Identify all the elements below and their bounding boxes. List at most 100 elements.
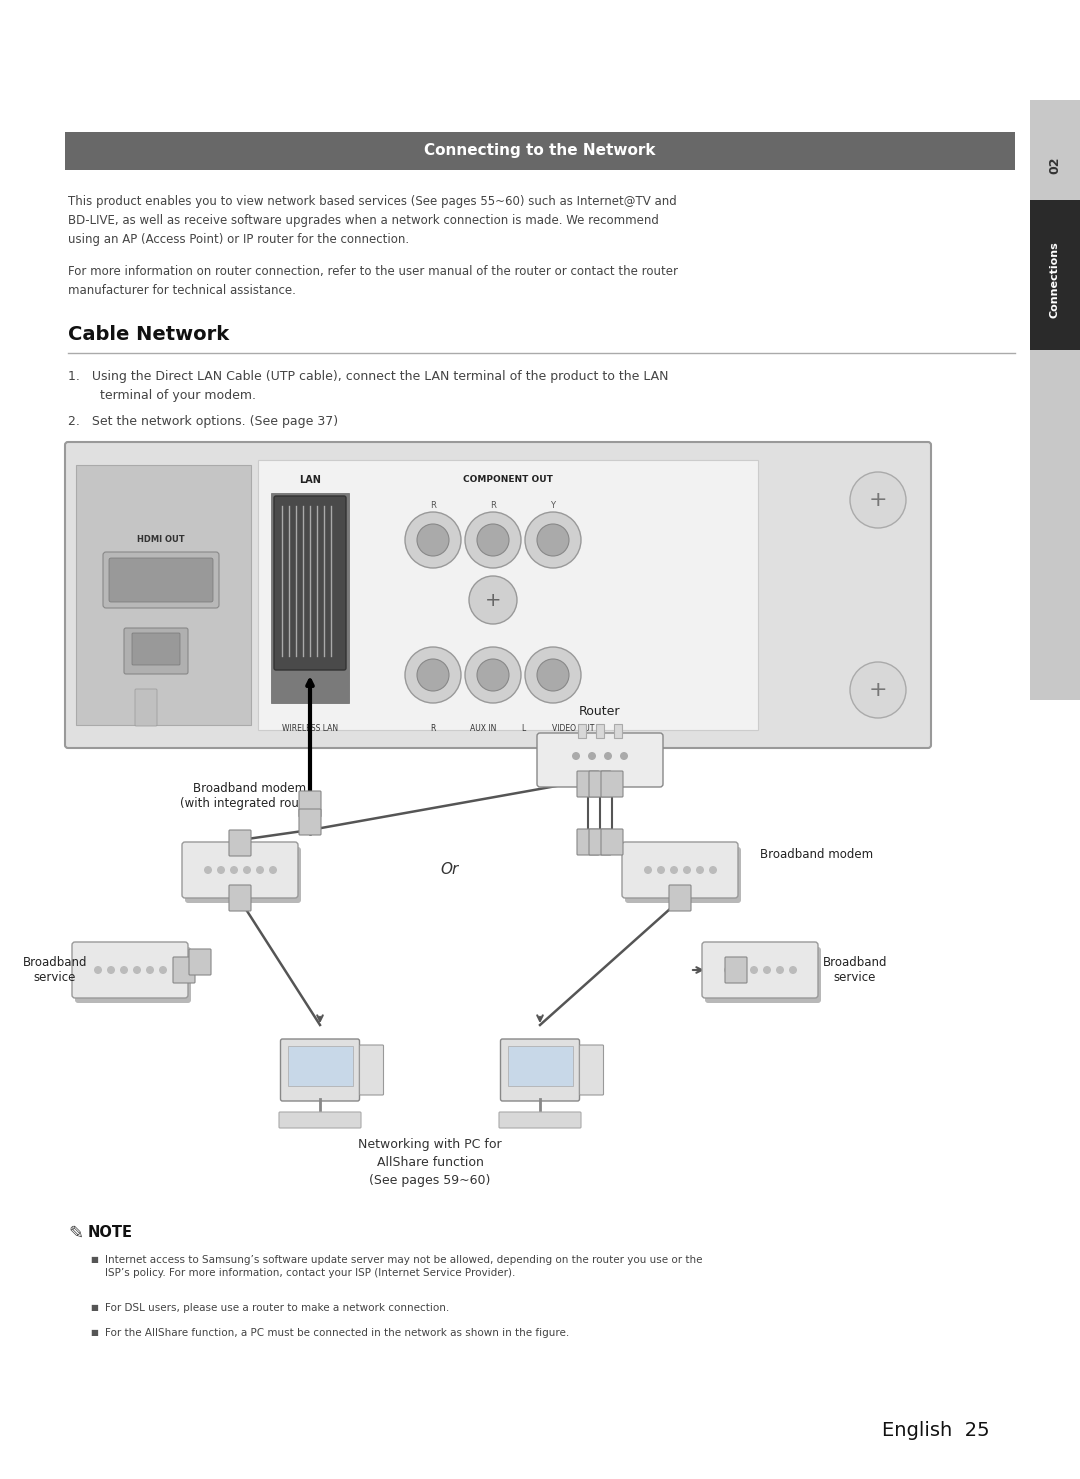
FancyBboxPatch shape: [360, 1046, 383, 1094]
Circle shape: [465, 646, 521, 703]
Text: VIDEO OUT: VIDEO OUT: [552, 725, 594, 734]
Bar: [65, 132, 1015, 170]
Text: ■: ■: [90, 1256, 98, 1265]
Text: HDMI OUT: HDMI OUT: [137, 535, 185, 544]
FancyBboxPatch shape: [577, 771, 599, 797]
Circle shape: [204, 867, 212, 874]
FancyBboxPatch shape: [189, 950, 211, 975]
Text: +: +: [868, 490, 888, 510]
Circle shape: [670, 867, 678, 874]
Text: Connections: Connections: [1050, 241, 1059, 318]
FancyBboxPatch shape: [725, 957, 747, 984]
FancyBboxPatch shape: [600, 771, 623, 797]
Circle shape: [243, 867, 251, 874]
FancyBboxPatch shape: [622, 842, 738, 898]
FancyBboxPatch shape: [669, 884, 691, 911]
FancyBboxPatch shape: [132, 633, 180, 666]
Text: For DSL users, please use a router to make a network connection.: For DSL users, please use a router to ma…: [105, 1303, 449, 1313]
FancyBboxPatch shape: [299, 809, 321, 836]
Text: English  25: English 25: [882, 1421, 990, 1441]
FancyBboxPatch shape: [705, 947, 821, 1003]
Text: AUX IN: AUX IN: [470, 725, 496, 734]
Text: ✎: ✎: [68, 1225, 83, 1242]
Circle shape: [708, 867, 717, 874]
Text: Y: Y: [551, 500, 555, 509]
Text: +: +: [868, 680, 888, 700]
Circle shape: [146, 966, 154, 975]
FancyBboxPatch shape: [281, 1040, 360, 1100]
Text: COMPONENT OUT: COMPONENT OUT: [463, 476, 553, 485]
FancyBboxPatch shape: [229, 884, 251, 911]
Circle shape: [572, 751, 580, 760]
Text: ■: ■: [90, 1303, 98, 1312]
Text: LAN: LAN: [299, 475, 321, 485]
Circle shape: [750, 966, 758, 975]
Circle shape: [120, 966, 129, 975]
Bar: [287, 1046, 352, 1086]
Text: R: R: [430, 500, 436, 509]
Text: L: L: [521, 725, 525, 734]
Circle shape: [525, 646, 581, 703]
Circle shape: [620, 751, 627, 760]
Text: WIRELESS LAN: WIRELESS LAN: [282, 725, 338, 734]
Text: Broadband
service: Broadband service: [823, 955, 888, 984]
Text: R: R: [490, 500, 496, 509]
Circle shape: [94, 966, 102, 975]
FancyBboxPatch shape: [589, 830, 611, 855]
Circle shape: [477, 660, 509, 691]
FancyBboxPatch shape: [279, 1112, 361, 1128]
Circle shape: [777, 966, 784, 975]
Text: Cable Network: Cable Network: [68, 325, 229, 345]
Bar: [76, 464, 251, 725]
Text: 2.   Set the network options. (See page 37): 2. Set the network options. (See page 37…: [68, 416, 338, 427]
FancyBboxPatch shape: [103, 552, 219, 608]
Text: Router: Router: [579, 705, 621, 717]
FancyBboxPatch shape: [183, 842, 298, 898]
Text: R: R: [430, 725, 435, 734]
Text: Internet access to Samsung’s software update server may not be allowed, dependin: Internet access to Samsung’s software up…: [105, 1256, 702, 1278]
FancyBboxPatch shape: [124, 629, 188, 674]
FancyBboxPatch shape: [299, 791, 321, 816]
Circle shape: [465, 512, 521, 568]
Bar: [615, 725, 622, 738]
FancyBboxPatch shape: [537, 734, 663, 787]
Bar: [596, 725, 604, 738]
Circle shape: [724, 966, 732, 975]
FancyBboxPatch shape: [600, 830, 623, 855]
Text: For the AllShare function, a PC must be connected in the network as shown in the: For the AllShare function, a PC must be …: [105, 1328, 569, 1338]
Circle shape: [469, 575, 517, 624]
Circle shape: [217, 867, 225, 874]
Text: Connecting to the Network: Connecting to the Network: [424, 143, 656, 158]
Bar: [258, 460, 758, 731]
Bar: [1030, 101, 1080, 700]
Circle shape: [230, 867, 238, 874]
Text: NOTE: NOTE: [87, 1225, 133, 1239]
Text: Broadband modem
(with integrated router): Broadband modem (with integrated router): [179, 782, 321, 810]
FancyBboxPatch shape: [500, 1040, 580, 1100]
Circle shape: [737, 966, 745, 975]
Circle shape: [269, 867, 276, 874]
Text: ■: ■: [90, 1328, 98, 1337]
Circle shape: [588, 751, 596, 760]
Circle shape: [850, 472, 906, 528]
Text: 1.   Using the Direct LAN Cable (UTP cable), connect the LAN terminal of the pro: 1. Using the Direct LAN Cable (UTP cable…: [68, 370, 669, 402]
Circle shape: [644, 867, 652, 874]
Text: 02: 02: [1049, 157, 1062, 173]
Circle shape: [477, 524, 509, 556]
Circle shape: [696, 867, 704, 874]
FancyBboxPatch shape: [625, 847, 741, 904]
Text: This product enables you to view network based services (See pages 55~60) such a: This product enables you to view network…: [68, 195, 677, 246]
Circle shape: [405, 512, 461, 568]
FancyBboxPatch shape: [577, 830, 599, 855]
FancyBboxPatch shape: [580, 1046, 604, 1094]
Text: Broadband modem: Broadband modem: [760, 849, 873, 861]
FancyBboxPatch shape: [135, 689, 157, 726]
Text: +: +: [485, 590, 501, 609]
Text: Networking with PC for
AllShare function
(See pages 59~60): Networking with PC for AllShare function…: [359, 1137, 502, 1188]
FancyBboxPatch shape: [589, 771, 611, 797]
FancyBboxPatch shape: [75, 947, 191, 1003]
Circle shape: [525, 512, 581, 568]
FancyBboxPatch shape: [109, 558, 213, 602]
Circle shape: [657, 867, 665, 874]
Circle shape: [789, 966, 797, 975]
